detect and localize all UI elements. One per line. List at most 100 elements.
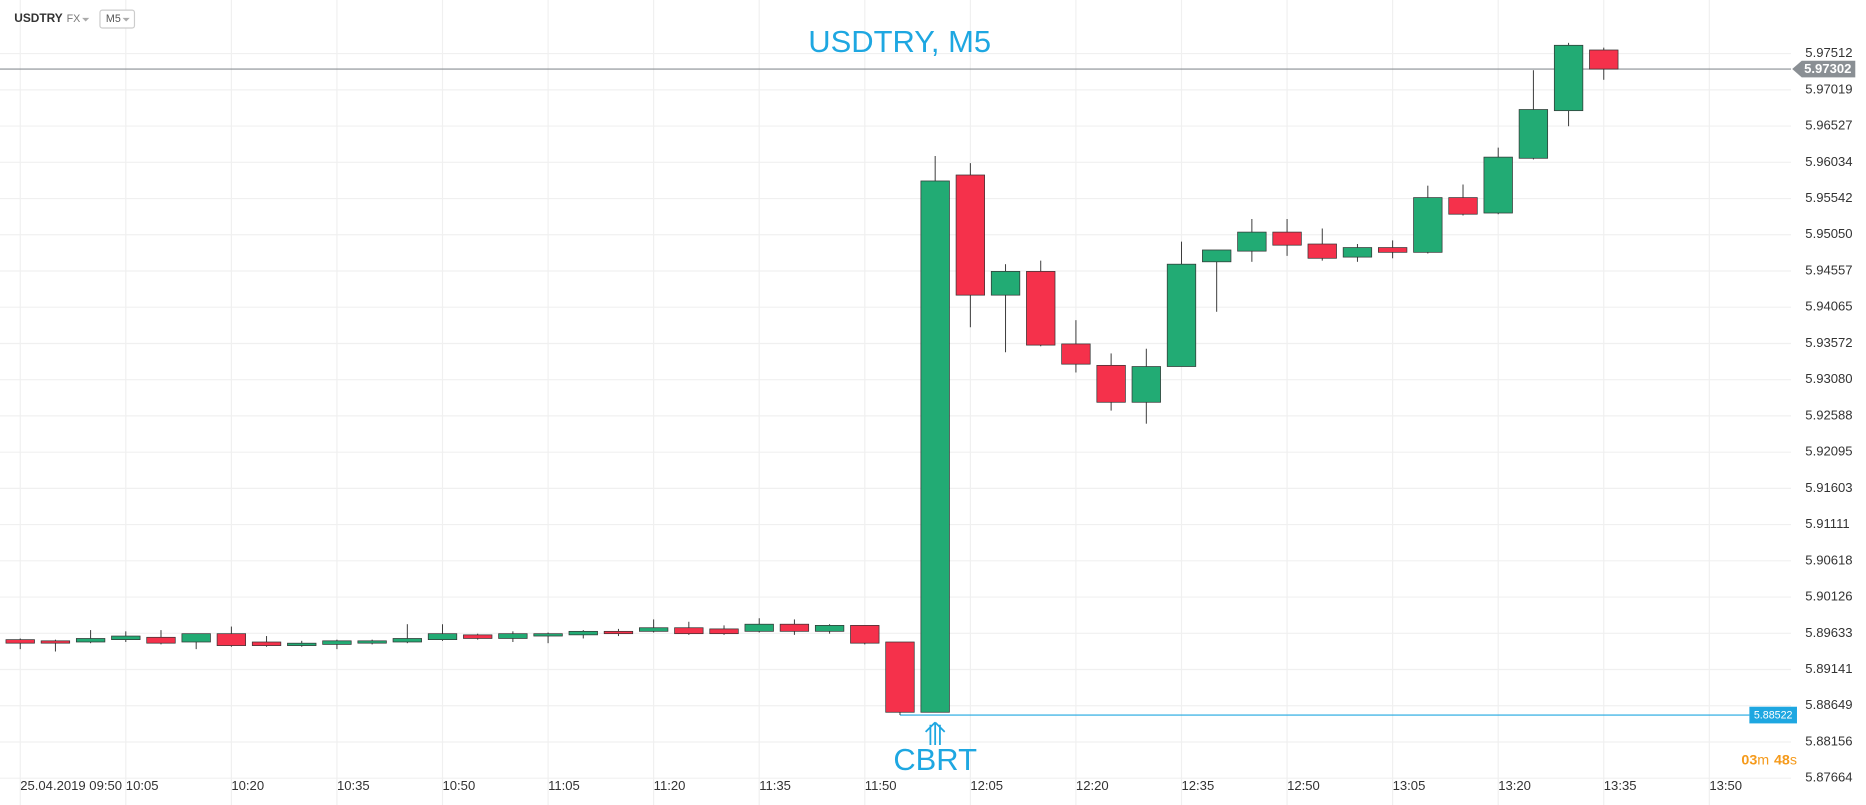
candle-body (322, 640, 352, 645)
candle-body (603, 630, 634, 635)
tag-shape (1792, 60, 1856, 78)
candle-body (1272, 231, 1302, 246)
y-tick-label: 5.96034 (1805, 154, 1852, 169)
x-tick-label: 13:20 (1498, 778, 1531, 793)
x-tick-label: 12:35 (1181, 778, 1214, 793)
candle-body (1589, 49, 1619, 70)
y-tick-label: 5.91603 (1805, 480, 1852, 495)
candle-body (40, 640, 71, 644)
candle-body (814, 625, 845, 632)
countdown-seconds: 48 (1774, 752, 1790, 768)
y-tick-label: 5.95542 (1805, 190, 1852, 205)
x-tick-label: 10:50 (443, 778, 476, 793)
countdown-unit: s (1790, 752, 1797, 768)
y-tick-label: 5.91111 (1805, 516, 1849, 531)
x-tick-label: 11:05 (548, 778, 580, 793)
candle-body (850, 625, 880, 644)
y-tick-label: 5.88156 (1805, 733, 1852, 748)
candle-body (1448, 197, 1478, 215)
countdown: 03m 48s (1741, 752, 1797, 768)
x-tick-label: 11:35 (759, 778, 791, 793)
candle-body (111, 635, 141, 641)
y-tick-label: 5.90618 (1805, 552, 1852, 567)
candle-body (216, 633, 247, 646)
y-tick-label: 5.93572 (1805, 335, 1852, 350)
candle-body (392, 638, 422, 643)
candle-body (744, 623, 774, 632)
x-tick-label: 12:20 (1076, 778, 1109, 793)
candle-body (568, 630, 598, 636)
y-tick-label: 5.95050 (1805, 226, 1852, 241)
y-tick-label: 5.92588 (1805, 407, 1852, 422)
y-tick-label: 5.97512 (1805, 45, 1852, 60)
candle-body (498, 633, 528, 639)
x-tick-label: 25.04.2019 09:50 (20, 778, 122, 793)
y-tick-label: 5.87664 (1805, 770, 1852, 785)
candle-body (1026, 271, 1056, 346)
chart-title: USDTRY, M5 (808, 24, 991, 59)
tag-shape (1749, 706, 1797, 724)
x-tick-label: 12:50 (1287, 778, 1320, 793)
x-tick-label: 10:05 (126, 778, 159, 793)
candle-body (357, 640, 387, 644)
market[interactable]: FX (67, 13, 81, 25)
candle-body (75, 638, 106, 643)
x-tick-label: 13:05 (1393, 778, 1426, 793)
x-tick-label: 11:20 (654, 778, 686, 793)
dropdown-icon (122, 17, 130, 22)
x-tick-label: 10:20 (231, 778, 264, 793)
y-tick-label: 5.94557 (1805, 262, 1852, 277)
last-price-label: 5.97302 (1804, 61, 1851, 76)
y-tick-label: 5.93080 (1805, 371, 1852, 386)
candle-body (1061, 343, 1091, 365)
candle-body (1377, 247, 1408, 253)
candle-body (181, 633, 211, 643)
candle-body (1483, 156, 1513, 214)
candle-body (779, 623, 810, 632)
countdown-minutes: 03 (1741, 752, 1757, 768)
candle-body (533, 633, 563, 637)
candle-body (920, 180, 950, 713)
y-tick-label: 5.89633 (1805, 625, 1852, 640)
dropdown-icon (82, 17, 90, 22)
annotation-arrow (925, 721, 946, 745)
candle-body (287, 642, 317, 646)
symbol[interactable]: USDTRY (14, 11, 63, 25)
x-tick-label: 11:50 (865, 778, 897, 793)
candle-body (1166, 263, 1197, 367)
level-tag: 5.88522 (1749, 706, 1797, 724)
candle-body (427, 633, 458, 641)
candle-body (1307, 243, 1337, 259)
candle-body (990, 271, 1021, 296)
candle-body (1237, 231, 1267, 252)
y-tick-label: 5.94065 (1805, 299, 1852, 314)
candle-body (955, 174, 985, 296)
candle-body (1518, 109, 1549, 159)
candle-body (1202, 249, 1232, 263)
y-tick-label: 5.89141 (1805, 661, 1852, 676)
candle-body (5, 639, 35, 644)
y-tick-label: 5.96527 (1805, 118, 1852, 133)
last-price-tag: 5.97302 (1792, 60, 1856, 78)
candle-body (639, 627, 669, 632)
x-tick-label: 13:35 (1604, 778, 1637, 793)
x-tick-label: 13:50 (1709, 778, 1742, 793)
candle-body (146, 636, 176, 644)
y-tick-label: 5.92095 (1805, 444, 1852, 459)
candle-body (1096, 364, 1126, 403)
annotation: CBRT (893, 742, 977, 777)
y-tick-label: 5.90126 (1805, 588, 1852, 603)
candle-body (709, 628, 739, 635)
y-tick-label: 5.88649 (1805, 697, 1852, 712)
candle-body (1342, 247, 1373, 258)
timeframe-box[interactable] (99, 9, 136, 29)
y-tick-label: 5.97019 (1805, 81, 1852, 96)
candle-body (251, 641, 282, 646)
toolbar: USDTRY FX M5 (14, 9, 136, 29)
level-label: 5.88522 (1754, 709, 1793, 721)
timeframe[interactable]: M5 (106, 13, 121, 25)
candle-body (1131, 366, 1161, 403)
candle-body (1413, 197, 1443, 253)
